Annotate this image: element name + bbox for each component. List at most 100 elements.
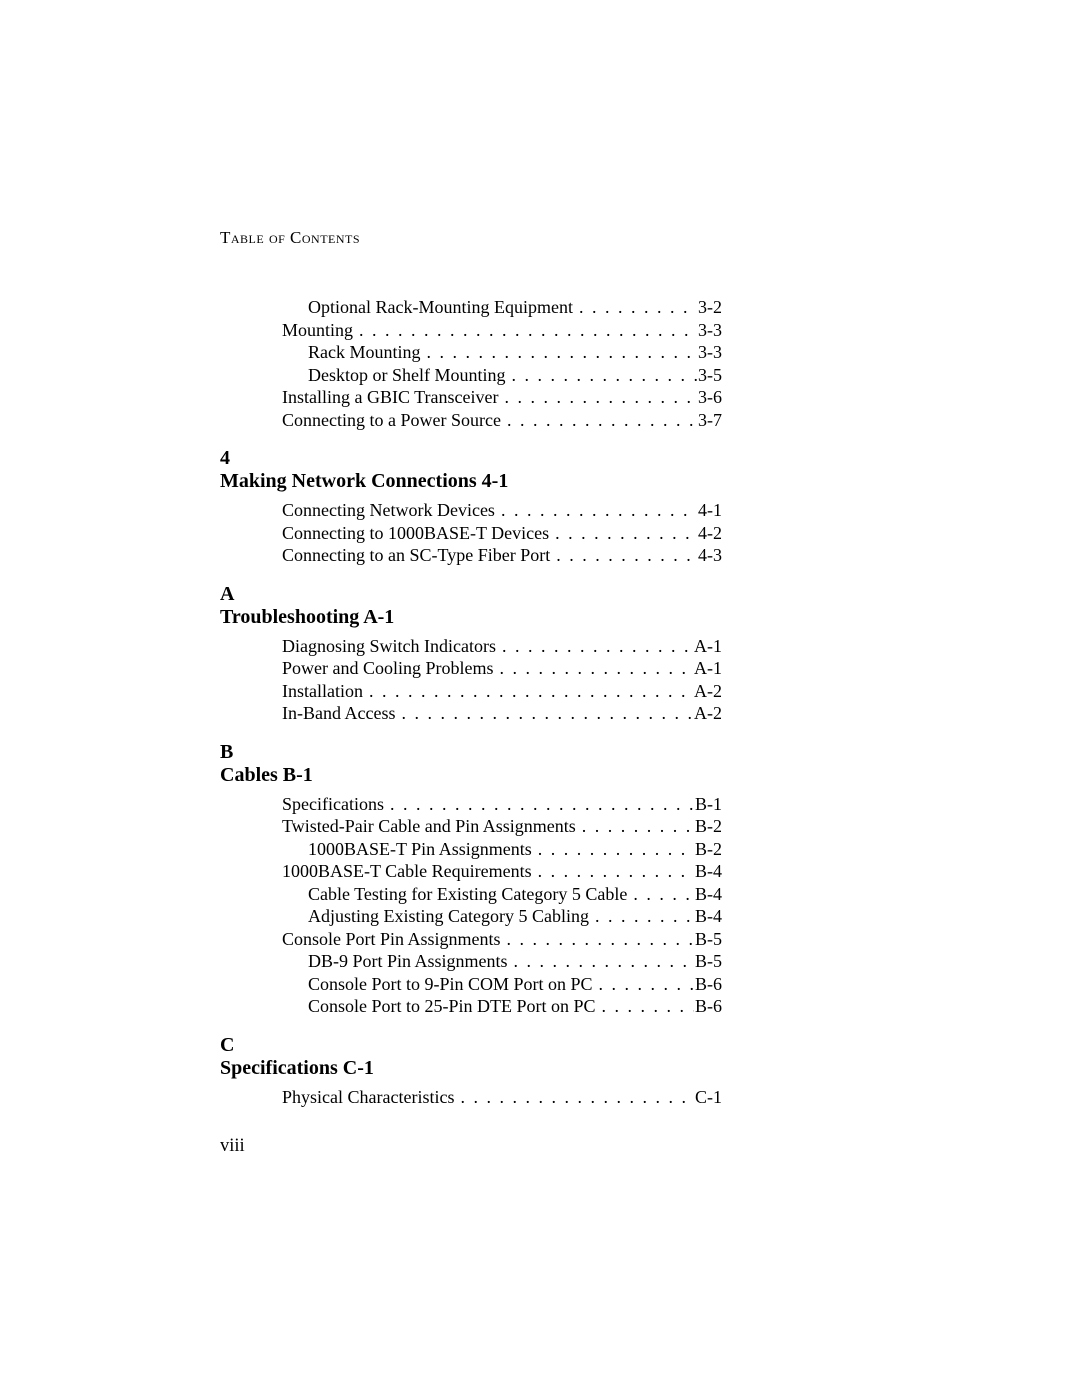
toc-entry-page: 4-1 [697, 499, 722, 522]
toc-entries: Physical Characteristics . . . . . . . .… [220, 1086, 722, 1109]
toc-section: ATroubleshooting A-1 Diagnosing Switch In… [220, 583, 722, 725]
toc-entry: Physical Characteristics . . . . . . . .… [282, 1086, 722, 1109]
toc-entry: 1000BASE-T Cable Requirements . . . . . … [282, 860, 722, 883]
toc-leader-dots: . . . . . . . . . . . . . . . . . . . . … [627, 883, 694, 906]
toc-leader-dots: . . . . . . . . . . . . . . . . . . . . … [596, 995, 694, 1018]
toc-leader-dots: . . . . . . . . . . . . . . . . . . . . … [501, 928, 694, 951]
toc-entry: Rack Mounting . . . . . . . . . . . . . … [282, 341, 722, 364]
toc-entry-label: Cable Testing for Existing Category 5 Ca… [308, 883, 627, 906]
toc-entry-page: B-2 [694, 838, 722, 861]
toc-entry-page: B-6 [694, 995, 722, 1018]
toc-entry-page: B-5 [694, 950, 722, 973]
toc-entry: Installing a GBIC Transceiver . . . . . … [282, 386, 722, 409]
toc-entry-page: B-4 [694, 883, 722, 906]
toc-entry-page: B-6 [694, 973, 722, 996]
toc-entry-page: B-4 [694, 860, 722, 883]
toc-entry-label: Connecting to an SC-Type Fiber Port [282, 544, 550, 567]
toc-entry-page: A-1 [693, 657, 722, 680]
toc-entry-label: Rack Mounting [308, 341, 421, 364]
toc-entry-page: A-2 [693, 702, 722, 725]
toc-entry-page: 3-3 [697, 319, 722, 342]
toc-entry: DB-9 Port Pin Assignments . . . . . . . … [282, 950, 722, 973]
toc-entry: Optional Rack-Mounting Equipment . . . .… [282, 296, 722, 319]
toc-entry-label: Adjusting Existing Category 5 Cabling [308, 905, 589, 928]
toc-leader-dots: . . . . . . . . . . . . . . . . . . . . … [363, 680, 693, 703]
toc-entry: Console Port to 25-Pin DTE Port on PC . … [282, 995, 722, 1018]
toc-entry-label: Installing a GBIC Transceiver [282, 386, 498, 409]
chapter-label: 4 [220, 447, 722, 470]
toc-leader-dots: . . . . . . . . . . . . . . . . . . . . … [532, 838, 694, 861]
toc-entry-page: C-1 [694, 1086, 722, 1109]
toc-section: BCables B-1 Specifications . . . . . . . … [220, 741, 722, 1018]
toc-entry-label: In-Band Access [282, 702, 395, 725]
toc-entry: Power and Cooling Problems . . . . . . .… [282, 657, 722, 680]
toc-entry-page: B-4 [694, 905, 722, 928]
page: Table of Contents Optional Rack-Mounting… [0, 0, 1080, 1397]
toc-entries: Specifications . . . . . . . . . . . . .… [220, 793, 722, 1018]
toc-leader-dots: . . . . . . . . . . . . . . . . . . . . … [576, 815, 694, 838]
toc-entry-label: Connecting to a Power Source [282, 409, 501, 432]
toc-entry: Connecting Network Devices . . . . . . .… [282, 499, 722, 522]
toc-leader-dots: . . . . . . . . . . . . . . . . . . . . … [384, 793, 694, 816]
chapter-label: A [220, 583, 722, 606]
chapter-title: Troubleshooting A-1 [220, 606, 722, 629]
toc-entry-label: Diagnosing Switch Indicators [282, 635, 496, 658]
chapter-label: C [220, 1034, 722, 1057]
toc-entry-label: Installation [282, 680, 363, 703]
toc-entry-label: DB-9 Port Pin Assignments [308, 950, 508, 973]
toc-entry: In-Band Access . . . . . . . . . . . . .… [282, 702, 722, 725]
toc-leader-dots: . . . . . . . . . . . . . . . . . . . . … [508, 950, 694, 973]
toc-entry-label: Connecting to 1000BASE-T Devices [282, 522, 549, 545]
toc-entry-label: Mounting [282, 319, 353, 342]
toc-leader-dots: . . . . . . . . . . . . . . . . . . . . … [496, 635, 693, 658]
toc-entry-label: Physical Characteristics [282, 1086, 454, 1109]
page-header: Table of Contents [220, 228, 722, 248]
toc-entry-page: B-1 [694, 793, 722, 816]
toc-entry-page: 3-7 [697, 409, 722, 432]
toc-entry: Connecting to 1000BASE-T Devices . . . .… [282, 522, 722, 545]
toc-entries: Connecting Network Devices . . . . . . .… [220, 499, 722, 567]
toc-entry-page: A-1 [693, 635, 722, 658]
toc-entry: Cable Testing for Existing Category 5 Ca… [282, 883, 722, 906]
toc-entry-label: Optional Rack-Mounting Equipment [308, 296, 573, 319]
toc-leader-dots: . . . . . . . . . . . . . . . . . . . . … [506, 364, 698, 387]
toc-leader-dots: . . . . . . . . . . . . . . . . . . . . … [494, 657, 694, 680]
toc-entry: Connecting to an SC-Type Fiber Port . . … [282, 544, 722, 567]
toc-leader-dots: . . . . . . . . . . . . . . . . . . . . … [454, 1086, 694, 1109]
toc-leader-dots: . . . . . . . . . . . . . . . . . . . . … [573, 296, 697, 319]
toc-entry-label: Desktop or Shelf Mounting [308, 364, 506, 387]
toc-entry-label: Power and Cooling Problems [282, 657, 494, 680]
chapter-title: Making Network Connections 4-1 [220, 470, 722, 493]
toc-leader-dots: . . . . . . . . . . . . . . . . . . . . … [495, 499, 697, 522]
toc-entry-page: 3-5 [697, 364, 722, 387]
chapter-label: B [220, 741, 722, 764]
toc-entry-label: Console Port Pin Assignments [282, 928, 501, 951]
table-of-contents: Optional Rack-Mounting Equipment . . . .… [220, 296, 722, 1108]
toc-entry: Desktop or Shelf Mounting . . . . . . . … [282, 364, 722, 387]
toc-entries: Diagnosing Switch Indicators . . . . . .… [220, 635, 722, 725]
toc-entry-page: B-5 [694, 928, 722, 951]
toc-leader-dots: . . . . . . . . . . . . . . . . . . . . … [589, 905, 694, 928]
toc-entry-page: 3-6 [697, 386, 722, 409]
toc-entry: Twisted-Pair Cable and Pin Assignments .… [282, 815, 722, 838]
toc-section: CSpecifications C-1Physical Characterist… [220, 1034, 722, 1109]
toc-entry: Console Port Pin Assignments . . . . . .… [282, 928, 722, 951]
toc-entry: Adjusting Existing Category 5 Cabling . … [282, 905, 722, 928]
toc-entry-page: 4-3 [697, 544, 722, 567]
toc-section: 4Making Network Connections 4-1 Connectin… [220, 447, 722, 567]
toc-entry-page: 4-2 [697, 522, 722, 545]
chapter-title: Cables B-1 [220, 764, 722, 787]
toc-entries: Optional Rack-Mounting Equipment . . . .… [220, 296, 722, 431]
toc-leader-dots: . . . . . . . . . . . . . . . . . . . . … [593, 973, 694, 996]
toc-entry: 1000BASE-T Pin Assignments . . . . . . .… [282, 838, 722, 861]
toc-entry: Diagnosing Switch Indicators . . . . . .… [282, 635, 722, 658]
toc-leader-dots: . . . . . . . . . . . . . . . . . . . . … [353, 319, 697, 342]
toc-leader-dots: . . . . . . . . . . . . . . . . . . . . … [532, 860, 694, 883]
toc-leader-dots: . . . . . . . . . . . . . . . . . . . . … [395, 702, 693, 725]
toc-entry-label: Connecting Network Devices [282, 499, 495, 522]
toc-leader-dots: . . . . . . . . . . . . . . . . . . . . … [549, 522, 697, 545]
toc-entry: Installation . . . . . . . . . . . . . .… [282, 680, 722, 703]
toc-entry: Mounting . . . . . . . . . . . . . . . .… [282, 319, 722, 342]
toc-entry-page: 3-3 [697, 341, 722, 364]
toc-leader-dots: . . . . . . . . . . . . . . . . . . . . … [421, 341, 698, 364]
